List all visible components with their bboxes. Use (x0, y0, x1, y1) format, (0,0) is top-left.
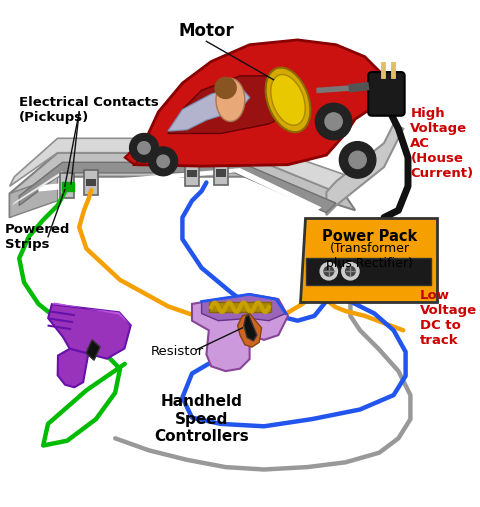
Circle shape (325, 113, 342, 130)
FancyBboxPatch shape (368, 72, 405, 116)
Bar (216, 169, 226, 177)
Ellipse shape (271, 75, 305, 125)
Text: (Transformer
plus Rectifier): (Transformer plus Rectifier) (326, 242, 413, 270)
Polygon shape (134, 40, 384, 166)
Text: Resistor: Resistor (151, 345, 204, 358)
Bar (209, 303, 271, 312)
Circle shape (339, 141, 376, 178)
Polygon shape (10, 138, 355, 196)
Polygon shape (202, 294, 286, 321)
Ellipse shape (265, 67, 311, 132)
Text: Motor: Motor (179, 22, 234, 40)
Polygon shape (125, 143, 154, 165)
Polygon shape (238, 313, 262, 347)
Polygon shape (168, 87, 250, 131)
Text: Electrical Contacts
(Pickups): Electrical Contacts (Pickups) (19, 95, 159, 124)
Bar (62, 182, 68, 191)
Polygon shape (19, 162, 336, 213)
Polygon shape (10, 153, 355, 218)
Bar (187, 169, 197, 177)
Polygon shape (52, 303, 131, 325)
Polygon shape (48, 304, 131, 358)
Circle shape (130, 133, 158, 162)
FancyBboxPatch shape (60, 173, 74, 198)
Bar (86, 178, 96, 186)
Polygon shape (38, 168, 322, 211)
Text: Power Pack: Power Pack (322, 229, 417, 244)
Bar (306, 258, 431, 285)
Polygon shape (12, 171, 62, 205)
Text: Handheld
Speed
Controllers: Handheld Speed Controllers (154, 394, 249, 444)
Circle shape (349, 151, 366, 168)
Circle shape (320, 263, 337, 280)
Circle shape (324, 267, 334, 276)
Text: Powered
Strips: Powered Strips (5, 223, 70, 250)
Text: Track: Track (106, 215, 151, 230)
Circle shape (342, 263, 359, 280)
Polygon shape (58, 349, 88, 387)
Polygon shape (86, 340, 100, 360)
FancyBboxPatch shape (214, 160, 228, 186)
FancyBboxPatch shape (84, 170, 98, 195)
Text: High
Voltage
AC
(House
Current): High Voltage AC (House Current) (410, 106, 474, 179)
Bar (62, 182, 72, 189)
Circle shape (149, 147, 178, 176)
Polygon shape (326, 124, 403, 215)
Polygon shape (244, 315, 257, 341)
Bar (68, 182, 74, 191)
Polygon shape (10, 177, 58, 218)
Polygon shape (168, 76, 298, 133)
Text: Low
Voltage
DC to
track: Low Voltage DC to track (420, 289, 477, 347)
Circle shape (138, 141, 150, 154)
Polygon shape (192, 294, 288, 371)
Ellipse shape (216, 78, 245, 122)
Polygon shape (300, 218, 437, 302)
Circle shape (315, 103, 352, 140)
Circle shape (346, 267, 355, 276)
FancyBboxPatch shape (185, 161, 199, 186)
Circle shape (215, 78, 236, 98)
Circle shape (157, 155, 169, 168)
